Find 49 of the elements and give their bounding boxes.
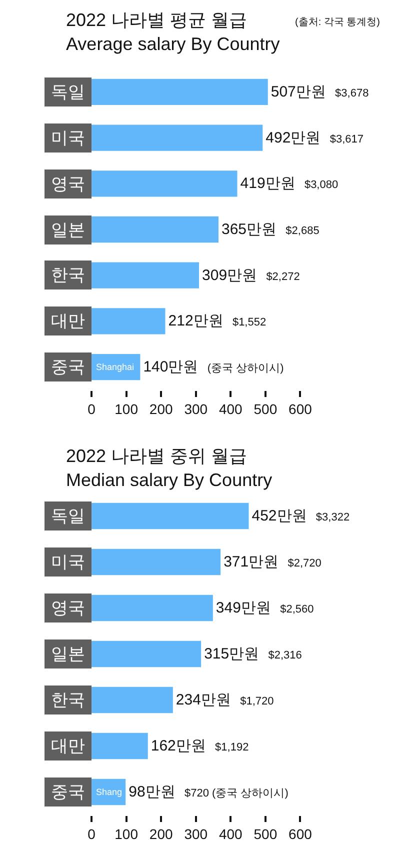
y-tick-label: 일본: [51, 220, 85, 240]
y-tick-label: 한국: [51, 690, 85, 710]
y-tick-label: 미국: [51, 552, 85, 572]
y-tick-label: 한국: [51, 266, 85, 284]
x-tick-label: 500: [254, 400, 278, 417]
chart-title: 2022 나라별 평균 월급: [66, 10, 248, 30]
y-tick-label: 독일: [51, 82, 85, 102]
data-label: 315만원 $2,316: [204, 646, 302, 662]
chart-subtitle: Median salary By Country: [66, 470, 272, 490]
data-label: 140만원 (중국 상하이시): [143, 358, 284, 376]
data-label: 371만원 $2,720: [224, 554, 322, 570]
data-label: 419만원 $3,080: [240, 175, 338, 192]
x-tick-label: 0: [88, 400, 96, 417]
y-tick-label: 미국: [51, 128, 85, 148]
data-label: 507만원 $3,678: [270, 83, 369, 100]
x-tick-label: 600: [288, 826, 312, 842]
y-tick-label: 영국: [51, 174, 85, 194]
data-label: 349만원 $2,560: [216, 600, 314, 616]
data-label: 98만원 $720 (중국 상하이시): [128, 784, 288, 800]
data-label: 365만원 $2,685: [221, 221, 320, 238]
annotation: Shang: [96, 787, 122, 797]
y-tick-label: 중국: [51, 358, 85, 376]
chart-title: 2022 나라별 중위 월급: [66, 446, 248, 466]
y-tick-label: 영국: [51, 598, 85, 618]
y-tick-label: 독일: [51, 506, 85, 526]
y-tick-label: 대만: [51, 736, 85, 756]
x-tick-label: 200: [149, 400, 173, 417]
x-tick-label: 0: [88, 826, 96, 842]
x-tick-label: 100: [114, 826, 138, 842]
text: (출처: 각국 통계청): [295, 17, 380, 28]
x-tick-label: 600: [288, 400, 312, 417]
x-tick-label: 400: [218, 400, 243, 417]
data-label: 162만원 $1,192: [150, 738, 249, 754]
y-tick-label: 중국: [51, 782, 85, 802]
x-tick-label: 300: [184, 400, 208, 417]
data-label: 309만원 $2,272: [202, 266, 300, 284]
y-tick-label: 대만: [51, 312, 85, 330]
x-tick-label: 400: [218, 826, 243, 842]
x-tick-label: 500: [254, 826, 278, 842]
data-label: 212만원 $1,552: [168, 312, 266, 330]
x-tick-label: 100: [114, 400, 138, 417]
x-tick-label: 300: [184, 826, 208, 842]
y-tick-label: 일본: [51, 644, 85, 664]
data-label: 492만원 $3,617: [266, 129, 364, 146]
x-tick-label: 200: [149, 826, 173, 842]
data-label: 452만원 $3,322: [252, 508, 350, 524]
annotation: Shanghai: [96, 362, 134, 372]
chart-subtitle: Average salary By Country: [66, 34, 280, 54]
data-label: 234만원 $1,720: [176, 692, 274, 708]
